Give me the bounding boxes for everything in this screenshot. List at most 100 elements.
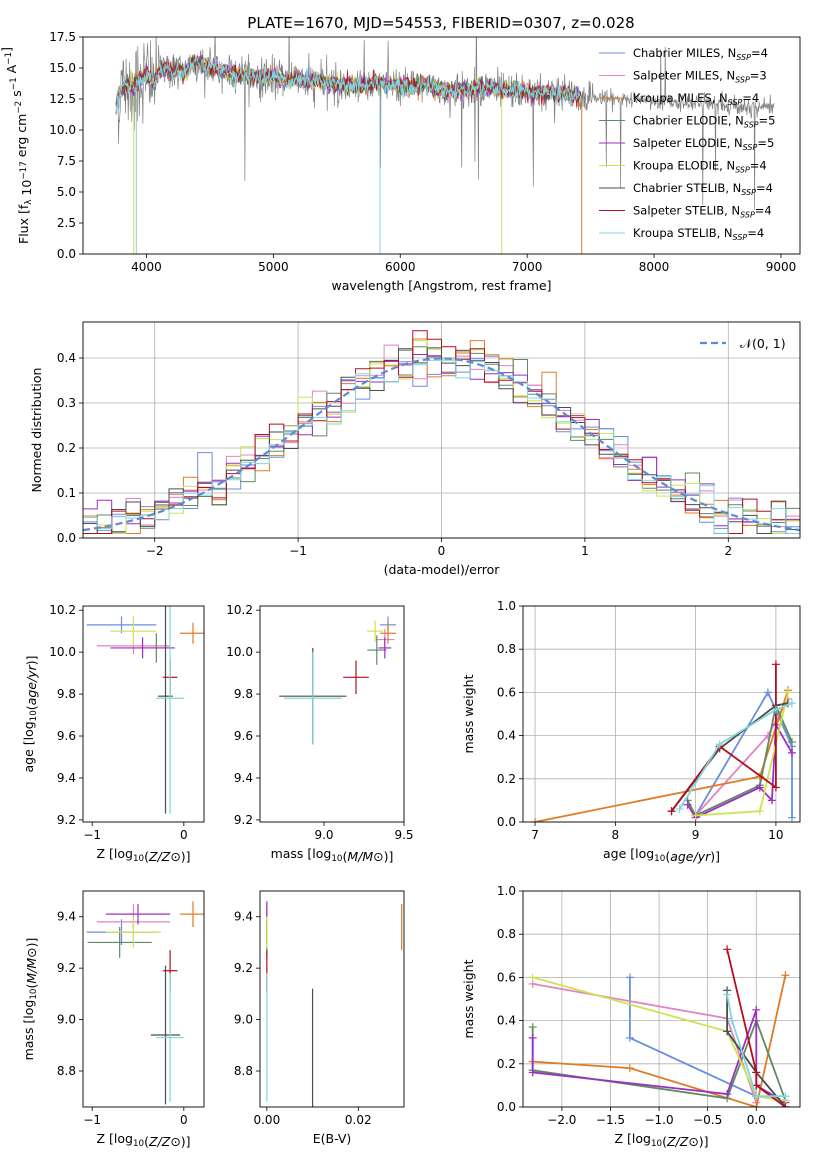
y-axis-label: Flux [fλ 10−17 erg cm−2 s−1 A−1] [0,47,34,244]
x-tick-label: −1 [83,828,101,842]
weight-marker [783,688,792,697]
weight-marker [727,1016,736,1025]
axes-frame [522,605,801,823]
weight-marker [528,973,537,982]
x-tick-label: 9.0 [314,828,333,842]
y-tick-label: 1.0 [497,884,516,898]
panel-ebv-mass: 0.00 0.02 8.8 9.0 9.2 9.4 E(B-V) [234,890,405,1146]
weight-marker [625,1033,634,1042]
y-tick-label: 0.2 [497,1057,516,1071]
x-tick-label: 0 [180,828,188,842]
axes-frame [82,321,801,539]
legend-label: Kroupa MILES, NSSP=4 [633,91,759,107]
axes-frame [259,890,405,1108]
panel-z-weight: −2.0 −1.5 −1.0 −0.5 0.0 0.0 0.2 0.4 0.6 0.8 1.0 Z [… [461,884,801,1149]
weight-marker [625,1064,634,1073]
weight-marker [625,973,634,982]
weight-marker [752,1005,761,1014]
x-axis-label: Z [log10(Z/Z⊙)] [614,1131,708,1149]
weight-marker [755,807,764,816]
weight-line [670,664,777,812]
x-tick-label: −0.5 [693,1113,722,1127]
plot-area [528,945,790,1107]
y-tick-label: 17.5 [49,30,76,44]
y-tick-label: 0.6 [497,685,516,699]
weight-marker [723,990,732,999]
legend-label: Salpeter MILES, NSSP=3 [633,69,767,85]
weight-line [532,975,787,1107]
weight-marker [675,805,684,814]
weight-marker [787,738,796,747]
y-tick-label: 9.6 [57,729,76,743]
y-tick-label: 0.2 [497,772,516,786]
weight-marker [715,740,724,749]
y-tick-label: 9.2 [234,813,253,827]
legend-label: Salpeter ELODIE, NSSP=5 [633,136,774,152]
y-tick-label: 9.4 [234,771,253,785]
x-axis-label: E(B-V) [313,1131,352,1146]
x-tick-label: 1 [581,544,589,558]
y-tick-label: 10.2 [226,603,253,617]
y-axis-label: mass [log10(M/M⊙)] [21,938,39,1061]
x-tick-label: 8000 [639,260,670,274]
y-tick-label: 9.8 [57,687,76,701]
weight-marker [667,807,676,816]
y-tick-label: 9.0 [234,1013,253,1027]
weight-line [694,690,793,818]
weight-marker [531,818,540,822]
panel-mass-age: 9.0 9.5 9.2 9.4 9.6 9.8 10.0 10.2 mass [log10(M/… [226,603,413,864]
weight-marker [781,1092,790,1101]
x-tick-label: −1 [289,544,307,558]
y-tick-label: 0.0 [497,1100,516,1114]
plot-area [115,37,775,254]
x-tick-label: −1 [83,1113,101,1127]
x-tick-label: 5000 [258,260,289,274]
y-tick-label: 1.0 [497,599,516,613]
x-axis-label: Z [log10(Z/Z⊙)] [96,846,190,864]
y-tick-label: 9.2 [234,961,253,975]
plot-area [531,660,796,822]
y-axis-label: Normed distribution [29,368,44,493]
y-tick-label: 9.2 [57,961,76,975]
y-tick-label: 0.2 [57,441,76,455]
weight-marker [528,1068,537,1077]
x-tick-label: 8 [612,828,620,842]
legend-label: Chabrier STELIB, NSSP=4 [633,181,773,197]
histogram-step [83,347,800,534]
weight-marker [752,1092,761,1101]
weight-marker [787,748,796,757]
legend: 𝒩(0, 1) [700,336,786,351]
y-axis-label: mass weight [461,674,476,753]
legend-label: Kroupa ELODIE, NSSP=4 [633,159,767,175]
y-tick-label: 0.8 [497,927,516,941]
x-tick-label: 2 [724,544,732,558]
panel-age-weight: 7 8 9 10 0.0 0.2 0.4 0.6 0.8 1.0 age [log10(age/yr… [461,599,801,864]
y-tick-label: 9.6 [234,729,253,743]
y-tick-label: 9.4 [234,910,253,924]
plot-area [266,901,403,1107]
weight-marker [781,971,790,980]
x-axis-label: wavelength [Angstrom, rest frame] [331,278,551,293]
x-tick-label: −2.0 [547,1113,576,1127]
weight-marker [771,660,780,669]
y-tick-label: 0.1 [57,486,76,500]
y-tick-label: 0.0 [497,815,516,829]
x-tick-label: 0.02 [345,1113,372,1127]
y-tick-label: 10.0 [226,645,253,659]
weight-marker [723,1027,732,1036]
y-tick-label: 0.4 [497,729,516,743]
x-tick-label: 4000 [131,260,162,274]
weight-marker [781,1103,790,1107]
x-tick-label: −1.0 [644,1113,673,1127]
y-tick-label: 9.8 [234,687,253,701]
weight-marker [683,800,692,809]
weight-marker [723,945,732,954]
legend-label: Kroupa STELIB, NSSP=4 [633,226,764,242]
x-axis-label: (data-model)/error [384,562,501,577]
panel-z-age: −1 0 9.2 9.4 9.6 9.8 10.0 10.2 Z [log10(Z/Z⊙)] ag… [21,603,205,864]
histogram-step [83,350,800,534]
y-tick-label: 0.3 [57,396,76,410]
x-axis-label: age [log10(age/yr)] [603,846,720,864]
axes-frame [259,605,405,823]
